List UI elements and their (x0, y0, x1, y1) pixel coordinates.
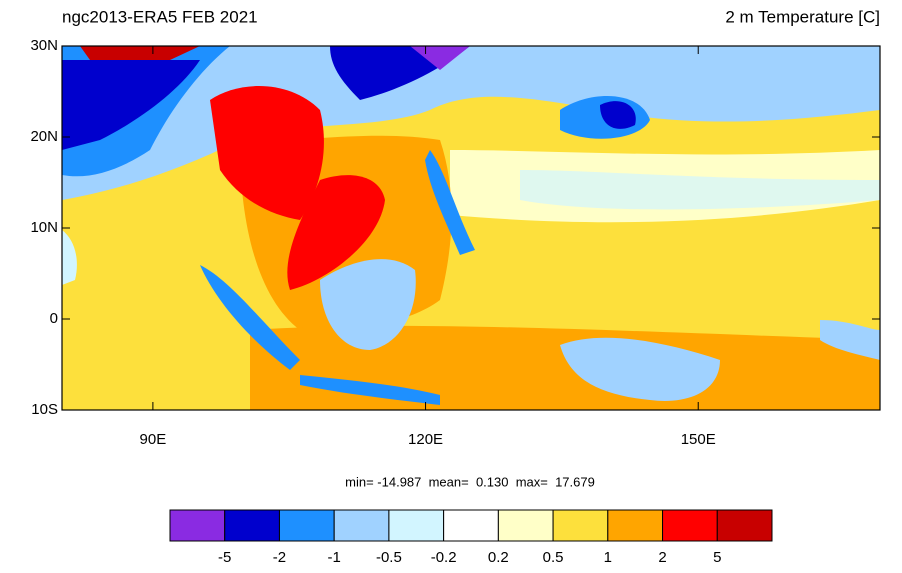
lat-tick-label: 30N (30, 37, 58, 54)
colorbar-label: -0.2 (431, 549, 457, 566)
colorbar-label: 0.5 (543, 549, 564, 566)
colorbar-label: 0.2 (488, 549, 509, 566)
temperature-field (62, 46, 880, 410)
colorbar-label: -0.5 (376, 549, 402, 566)
colorbar-label: 2 (658, 549, 666, 566)
colorbar-label: 1 (604, 549, 612, 566)
colorbar-label: 5 (713, 549, 721, 566)
lat-tick-label: 20N (30, 128, 58, 145)
lon-tick-label: 120E (408, 431, 443, 448)
left-title: ngc2013-ERA5 FEB 2021 (62, 7, 258, 26)
stats: min= -14.987 mean= 0.130 max= 17.679 (345, 474, 595, 489)
lat-tick-label: 10N (30, 219, 58, 236)
colorbar-box (388, 509, 445, 542)
colorbar: -5 -2 -1 -0.5 -0.2 0.2 0.5 1 2 5 (169, 509, 773, 566)
colorbar-box (497, 509, 554, 542)
colorbar-box (443, 509, 499, 542)
lon-tick-label: 90E (140, 431, 167, 448)
colorbar-box (552, 509, 609, 542)
colorbar-label: -1 (328, 549, 341, 566)
colorbar-label: -5 (218, 549, 231, 566)
lat-tick-label: 0 (50, 310, 58, 327)
colorbar-box (169, 509, 226, 542)
colorbar-box (662, 509, 718, 542)
colorbar-box (607, 509, 664, 542)
right-title: 2 m Temperature [C] (725, 7, 880, 26)
lat-tick-label: 10S (31, 401, 58, 418)
lon-tick-label: 150E (681, 431, 716, 448)
colorbar-box (224, 509, 280, 542)
colorbar-label: -2 (273, 549, 286, 566)
colorbar-box (333, 509, 390, 542)
colorbar-box (278, 509, 335, 542)
colorbar-box (716, 509, 773, 542)
